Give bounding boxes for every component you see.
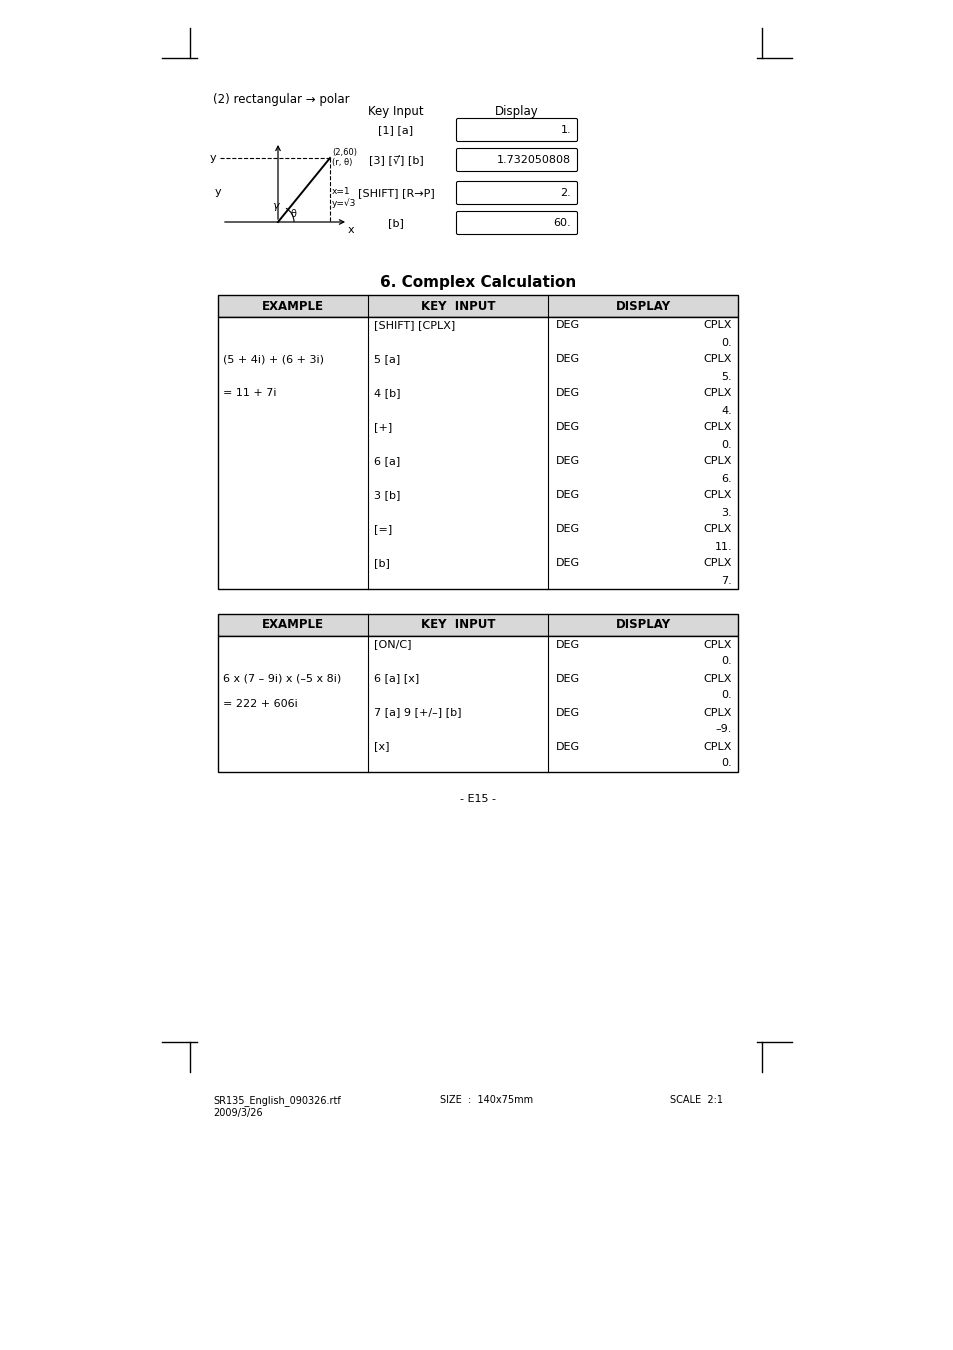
Text: CPLX: CPLX xyxy=(703,741,731,752)
Text: DEG: DEG xyxy=(556,741,579,752)
Text: 6. Complex Calculation: 6. Complex Calculation xyxy=(379,275,576,290)
Text: SCALE  2:1: SCALE 2:1 xyxy=(669,1095,722,1106)
Text: KEY  INPUT: KEY INPUT xyxy=(420,618,495,632)
Text: SIZE  :  140x75mm: SIZE : 140x75mm xyxy=(439,1095,533,1106)
Text: 6 [a] [x]: 6 [a] [x] xyxy=(374,674,418,683)
Text: 3.: 3. xyxy=(720,508,731,517)
Text: [3] [√̅] [b]: [3] [√̅] [b] xyxy=(368,154,423,166)
Text: 5.: 5. xyxy=(720,371,731,382)
Text: CPLX: CPLX xyxy=(703,456,731,467)
Text: CPLX: CPLX xyxy=(703,674,731,683)
Text: x: x xyxy=(347,225,354,235)
Text: y: y xyxy=(214,188,221,197)
FancyBboxPatch shape xyxy=(456,181,577,204)
Text: Display: Display xyxy=(495,105,538,117)
Text: CPLX: CPLX xyxy=(703,707,731,717)
Text: 60.: 60. xyxy=(553,217,571,228)
Text: [x]: [x] xyxy=(374,741,389,752)
Bar xyxy=(218,636,738,772)
Text: CPLX: CPLX xyxy=(703,525,731,535)
Text: (r, θ): (r, θ) xyxy=(332,158,352,167)
Text: –9.: –9. xyxy=(715,725,731,734)
Text: Key Input: Key Input xyxy=(368,105,423,117)
Text: DEG: DEG xyxy=(556,456,579,467)
Text: CPLX: CPLX xyxy=(703,640,731,649)
Text: CPLX: CPLX xyxy=(703,423,731,432)
Text: 2.: 2. xyxy=(559,188,571,198)
Text: DEG: DEG xyxy=(556,707,579,717)
Text: 6.: 6. xyxy=(720,474,731,483)
Text: EXAMPLE: EXAMPLE xyxy=(262,300,324,312)
Text: EXAMPLE: EXAMPLE xyxy=(262,618,324,632)
Text: [b]: [b] xyxy=(388,217,403,228)
Text: 0.: 0. xyxy=(720,440,731,450)
Text: y: y xyxy=(209,153,215,163)
Text: 3 [b]: 3 [b] xyxy=(374,490,400,501)
Text: 1.: 1. xyxy=(559,126,571,135)
Text: DEG: DEG xyxy=(556,525,579,535)
Text: DEG: DEG xyxy=(556,674,579,683)
Text: 0.: 0. xyxy=(720,759,731,768)
Text: CPLX: CPLX xyxy=(703,559,731,568)
Text: 7.: 7. xyxy=(720,575,731,586)
Text: y=√3: y=√3 xyxy=(332,198,356,208)
Text: [+]: [+] xyxy=(374,423,392,432)
FancyBboxPatch shape xyxy=(456,148,577,171)
Text: SR135_English_090326.rtf: SR135_English_090326.rtf xyxy=(213,1095,340,1106)
FancyBboxPatch shape xyxy=(456,119,577,142)
Text: 4.: 4. xyxy=(720,405,731,416)
Text: (5 + 4i) + (6 + 3i): (5 + 4i) + (6 + 3i) xyxy=(223,355,324,364)
Text: 6 x (7 – 9i) x (–5 x 8i): 6 x (7 – 9i) x (–5 x 8i) xyxy=(223,674,341,683)
Text: x=1: x=1 xyxy=(332,188,351,197)
Text: DEG: DEG xyxy=(556,559,579,568)
Text: 0.: 0. xyxy=(720,338,731,347)
Bar xyxy=(218,614,738,636)
Text: 0.: 0. xyxy=(720,656,731,667)
Text: [ON/C]: [ON/C] xyxy=(374,640,411,649)
Text: 6 [a]: 6 [a] xyxy=(374,456,400,467)
Text: CPLX: CPLX xyxy=(703,355,731,364)
Text: KEY  INPUT: KEY INPUT xyxy=(420,300,495,312)
Text: 7 [a] 9 [+/–] [b]: 7 [a] 9 [+/–] [b] xyxy=(374,707,461,717)
Text: CPLX: CPLX xyxy=(703,320,731,331)
Bar xyxy=(218,317,738,589)
Text: = 222 + 606i: = 222 + 606i xyxy=(223,699,297,709)
Text: 2009/3/26: 2009/3/26 xyxy=(213,1108,262,1118)
Text: (2,60): (2,60) xyxy=(332,148,356,157)
Text: DEG: DEG xyxy=(556,355,579,364)
Text: [=]: [=] xyxy=(374,525,392,535)
Bar xyxy=(218,296,738,317)
Text: [SHIFT] [CPLX]: [SHIFT] [CPLX] xyxy=(374,320,455,331)
Text: θ: θ xyxy=(291,209,296,219)
Text: DEG: DEG xyxy=(556,389,579,398)
Text: 0.: 0. xyxy=(720,690,731,701)
FancyBboxPatch shape xyxy=(456,212,577,235)
Text: [SHIFT] [R→P]: [SHIFT] [R→P] xyxy=(357,188,434,198)
Text: CPLX: CPLX xyxy=(703,389,731,398)
Text: 1.732050808: 1.732050808 xyxy=(497,155,571,165)
Text: γ: γ xyxy=(272,201,278,211)
Text: DISPLAY: DISPLAY xyxy=(615,618,670,632)
Text: DISPLAY: DISPLAY xyxy=(615,300,670,312)
Text: DEG: DEG xyxy=(556,320,579,331)
Text: CPLX: CPLX xyxy=(703,490,731,501)
Text: 4 [b]: 4 [b] xyxy=(374,389,400,398)
Text: 5 [a]: 5 [a] xyxy=(374,355,400,364)
Text: [b]: [b] xyxy=(374,559,390,568)
Text: (2) rectangular → polar: (2) rectangular → polar xyxy=(213,93,349,107)
Text: DEG: DEG xyxy=(556,640,579,649)
Text: [1] [a]: [1] [a] xyxy=(378,126,414,135)
Text: - E15 -: - E15 - xyxy=(459,794,496,805)
Text: DEG: DEG xyxy=(556,490,579,501)
Text: = 11 + 7i: = 11 + 7i xyxy=(223,389,276,398)
Text: DEG: DEG xyxy=(556,423,579,432)
Text: 11.: 11. xyxy=(714,541,731,552)
